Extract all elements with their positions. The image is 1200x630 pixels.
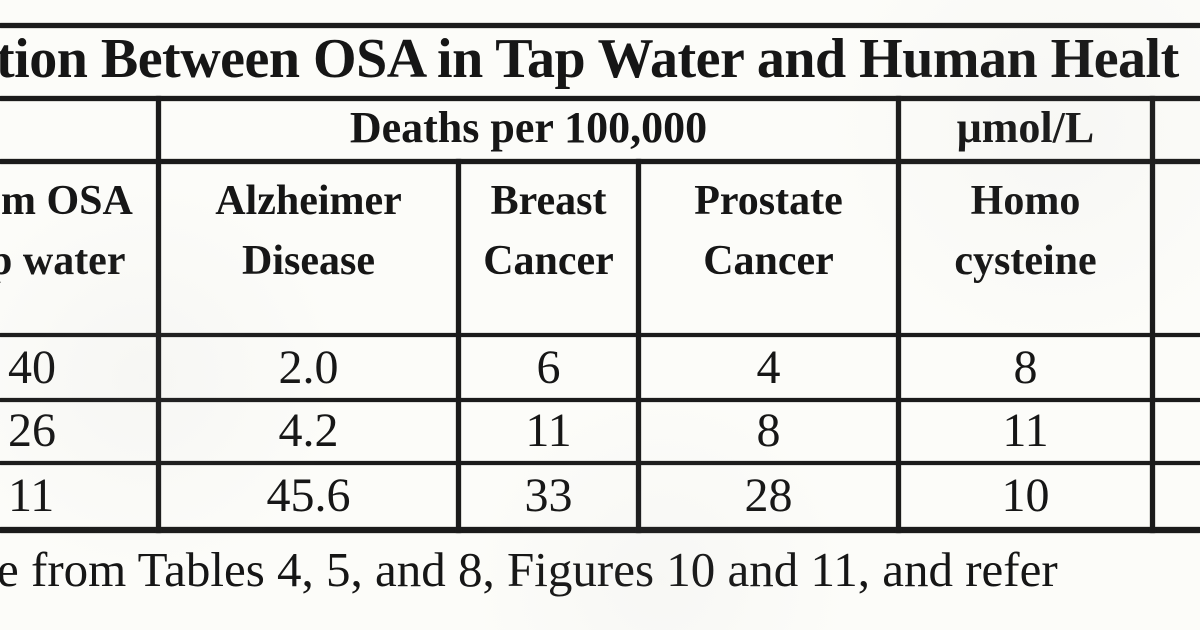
group-header-deaths-per-100000: Deaths per 100,000 — [349, 103, 708, 152]
table-cell-prostate-row3: 28 — [744, 469, 793, 522]
table-cell-homocysteine-row3: 10 — [1001, 469, 1050, 522]
column-header-homocysteine: Homo cysteine — [901, 171, 1150, 291]
column-header-osa-line2: p water — [0, 238, 126, 284]
table-cell-homocysteine-row1: 8 — [1013, 341, 1038, 394]
table-title: tion Between OSA in Tap Water and Human … — [0, 28, 1179, 90]
column-divider-1 — [156, 96, 161, 533]
homocysteine-line1: Homo — [970, 178, 1081, 224]
column-divider-3 — [636, 159, 641, 533]
column-header-prostate-cancer: Prostate Cancer — [641, 171, 896, 291]
column-header-osa-line1: m OSA — [1, 178, 133, 224]
table-source-caption: e from Tables 4, 5, and 8, Figures 10 an… — [0, 542, 1058, 597]
divider-row-1 — [0, 398, 1200, 402]
column-divider-5 — [1150, 96, 1155, 533]
column-divider-4 — [896, 96, 901, 533]
table-cell-prostate-row1: 4 — [756, 341, 781, 394]
table-cell-breast-row2: 11 — [525, 404, 572, 457]
column-header-alzheimer-disease: Alzheimer Disease — [161, 171, 456, 291]
divider-under-column-headers — [0, 333, 1200, 337]
table-cell-prostate-row2: 8 — [756, 404, 781, 457]
table-cell-alzheimer-row2: 4.2 — [278, 404, 339, 457]
table-cell-breast-row1: 6 — [536, 341, 561, 394]
column-header-osa-in-tap-water: m OSA p water — [0, 171, 156, 335]
table-cell-osa-row2: 26 — [8, 404, 56, 457]
table-cell-homocysteine-row2: 11 — [1002, 404, 1049, 457]
alzheimer-line2: Disease — [242, 238, 375, 284]
divider-under-title — [0, 96, 1200, 101]
table-cell-osa-row3: 11 — [8, 469, 55, 522]
column-header-breast-cancer: Breast Cancer — [461, 171, 636, 291]
breast-line2: Cancer — [483, 238, 614, 284]
table-cell-osa-row1: 40 — [8, 341, 56, 394]
column-divider-2 — [456, 159, 461, 533]
table-cell-alzheimer-row3: 45.6 — [266, 469, 351, 522]
divider-row-2 — [0, 461, 1200, 465]
divider-under-group-headers — [0, 159, 1200, 164]
prostate-line2: Cancer — [703, 238, 834, 284]
table-cell-alzheimer-row1: 2.0 — [278, 341, 339, 394]
border-top — [0, 23, 1200, 28]
prostate-line1: Prostate — [694, 178, 843, 224]
table-cell-breast-row3: 33 — [524, 469, 573, 522]
border-bottom — [0, 527, 1200, 533]
homocysteine-line2: cysteine — [954, 238, 1097, 284]
group-header-umol-per-l: μmol/L — [956, 103, 1095, 152]
breast-line1: Breast — [490, 178, 607, 224]
alzheimer-line1: Alzheimer — [215, 178, 402, 224]
